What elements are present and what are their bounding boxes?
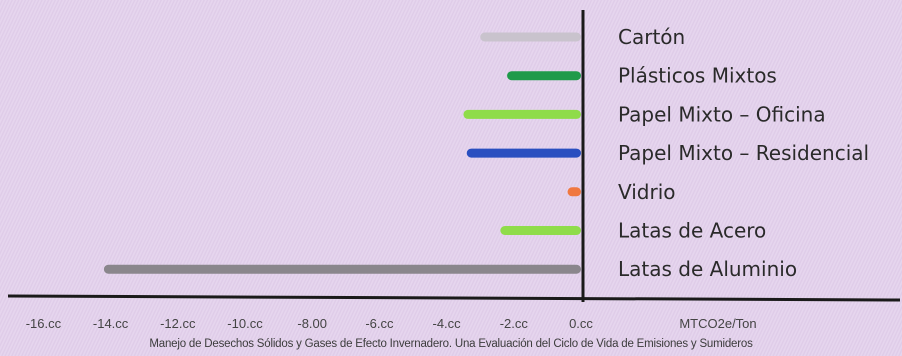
- x-tick-label-0: -16.cc: [26, 316, 62, 331]
- bars-group: [103, 32, 581, 274]
- bar-3: [466, 148, 581, 158]
- x-tick-labels: -16.cc -14.cc -12.cc -10.cc -8.00 -6.cc -4.cc -…: [26, 316, 594, 331]
- bar-4: [567, 187, 581, 197]
- category-label-2: Papel Mixto – Oficina: [618, 102, 826, 126]
- x-tick-label-2: -12.cc: [160, 316, 196, 331]
- category-label-3: Papel Mixto – Residencial: [618, 141, 869, 165]
- x-tick-label-1: -14.cc: [93, 316, 129, 331]
- x-tick-label-8: 0.cc: [569, 316, 593, 331]
- bar-2: [463, 109, 581, 119]
- x-tick-label-7: -2.cc: [500, 316, 529, 331]
- x-tick-label-3: -10.cc: [227, 316, 263, 331]
- category-label-4: Vidrio: [618, 180, 676, 204]
- x-tick-label-6: -4.cc: [433, 316, 462, 331]
- x-axis-unit-label: MTCO2e/Ton: [679, 316, 756, 331]
- x-tick-label-4: -8.00: [297, 316, 327, 331]
- bar-5: [500, 226, 581, 235]
- category-labels: Cartón Plásticos Mixtos Papel Mixto – Ofic…: [618, 25, 869, 281]
- x-tick-label-5: -6.cc: [365, 316, 394, 331]
- bar-1: [507, 71, 581, 81]
- source-caption: Manejo de Desechos Sólidos y Gases de Ef…: [149, 338, 753, 350]
- category-label-1: Plásticos Mixtos: [618, 64, 777, 88]
- category-label-6: Latas de Aluminio: [618, 257, 797, 281]
- bar-0: [480, 32, 581, 42]
- bar-6: [103, 264, 581, 274]
- category-label-0: Cartón: [618, 25, 685, 49]
- x-axis-line: [7, 294, 901, 302]
- category-label-5: Latas de Acero: [618, 219, 766, 243]
